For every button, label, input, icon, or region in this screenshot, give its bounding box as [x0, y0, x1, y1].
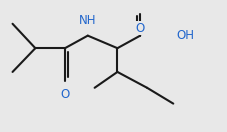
Text: OH: OH [175, 29, 193, 42]
Text: O: O [60, 88, 69, 101]
Text: O: O [135, 22, 144, 35]
Text: NH: NH [79, 14, 96, 27]
